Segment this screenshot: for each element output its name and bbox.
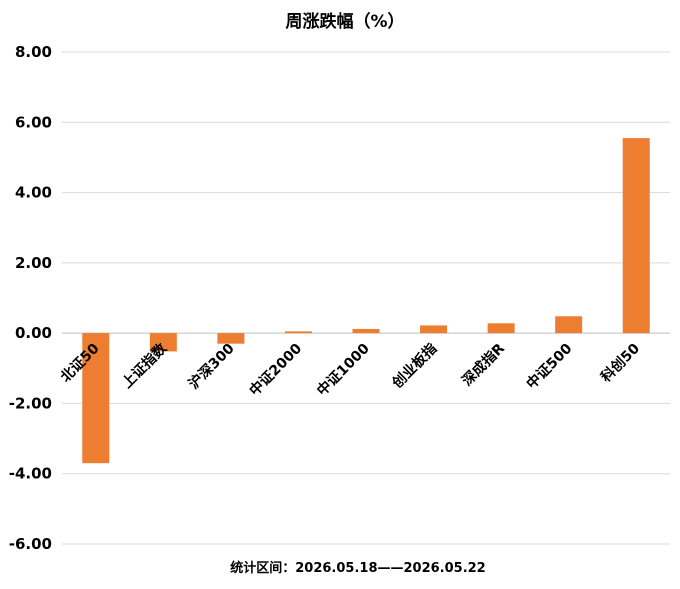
y-tick-label: 0.00 <box>15 324 52 342</box>
x-tick-label: 创业板指 <box>388 340 440 392</box>
chart-title: 周涨跌幅（%） <box>285 11 404 32</box>
y-tick-label: -6.00 <box>9 535 52 553</box>
x-tick-label: 中证2000 <box>246 340 306 400</box>
y-tick-label: 2.00 <box>15 254 52 272</box>
y-tick-label: 6.00 <box>15 113 52 131</box>
y-tick-label: -2.00 <box>9 394 52 412</box>
x-tick-label: 中证500 <box>523 340 576 393</box>
bars <box>82 138 650 464</box>
bar <box>487 323 515 334</box>
bar <box>555 316 583 334</box>
bar <box>149 333 177 352</box>
x-tick-label: 科创50 <box>597 340 643 386</box>
x-axis-tick-labels: 北证50 上证指数 沪深300 中证2000 中证1000 创业板指 深成指R 中证500 科创… <box>58 339 644 399</box>
y-tick-label: -4.00 <box>9 465 52 483</box>
bar <box>82 333 110 464</box>
bar <box>352 328 380 334</box>
date-range-footer: 统计区间：2026.05.18——2026.05.22 <box>230 560 485 576</box>
x-tick-label: 中证1000 <box>313 340 373 400</box>
x-tick-label: 上证指数 <box>119 339 171 391</box>
bar <box>622 138 650 334</box>
x-tick-label: 沪深300 <box>185 340 238 393</box>
y-tick-label: 4.00 <box>15 184 52 202</box>
y-tick-label: 8.00 <box>15 43 52 61</box>
x-tick-label: 深成指R <box>459 340 508 389</box>
bar <box>284 331 312 334</box>
bar <box>217 333 245 344</box>
bar <box>420 325 448 334</box>
y-axis-tick-labels: 8.00 6.00 4.00 2.00 0.00 -2.00 -4.00 -6.00 <box>9 43 52 553</box>
gridlines <box>62 51 670 545</box>
